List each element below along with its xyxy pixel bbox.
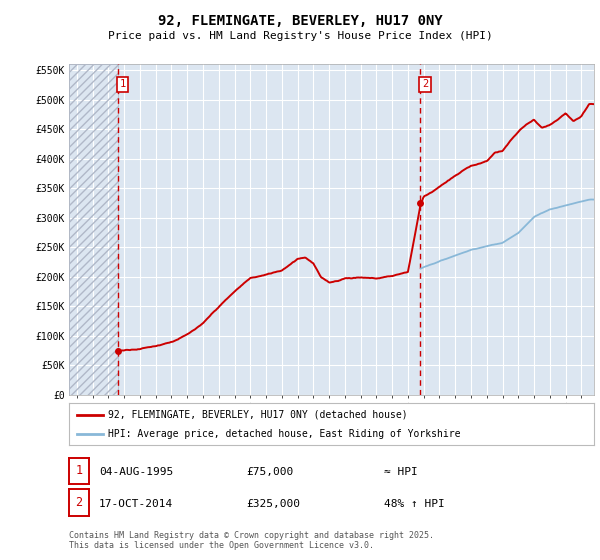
Text: 48% ↑ HPI: 48% ↑ HPI [384,499,445,509]
Text: ≈ HPI: ≈ HPI [384,466,418,477]
Text: HPI: Average price, detached house, East Riding of Yorkshire: HPI: Average price, detached house, East… [109,429,461,439]
Text: 1: 1 [76,464,82,478]
Text: 04-AUG-1995: 04-AUG-1995 [99,466,173,477]
Text: £325,000: £325,000 [246,499,300,509]
Text: Contains HM Land Registry data © Crown copyright and database right 2025.
This d: Contains HM Land Registry data © Crown c… [69,531,434,550]
Text: 2: 2 [76,496,82,510]
Text: Price paid vs. HM Land Registry's House Price Index (HPI): Price paid vs. HM Land Registry's House … [107,31,493,41]
Text: 2: 2 [422,79,428,89]
Text: 92, FLEMINGATE, BEVERLEY, HU17 0NY (detached house): 92, FLEMINGATE, BEVERLEY, HU17 0NY (deta… [109,409,408,419]
Text: 17-OCT-2014: 17-OCT-2014 [99,499,173,509]
Text: £75,000: £75,000 [246,466,293,477]
Text: 92, FLEMINGATE, BEVERLEY, HU17 0NY: 92, FLEMINGATE, BEVERLEY, HU17 0NY [158,14,442,28]
Text: 1: 1 [119,79,125,89]
